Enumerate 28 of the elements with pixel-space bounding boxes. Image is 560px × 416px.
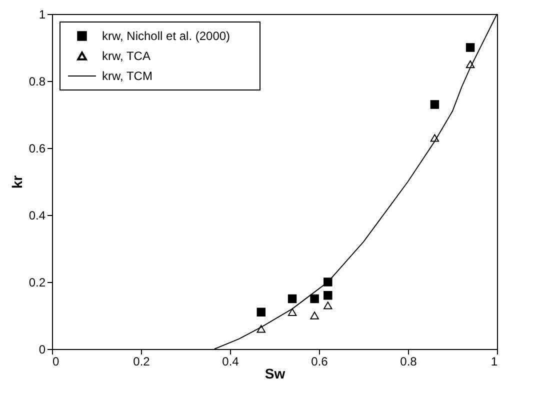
point — [324, 291, 332, 300]
y-tick-label: 1 — [38, 8, 46, 22]
x-tick-label: 0 — [52, 354, 60, 368]
point — [324, 302, 332, 310]
point — [288, 294, 297, 304]
point — [430, 100, 440, 109]
point — [256, 308, 266, 317]
x-tick-label: 0.2 — [133, 354, 150, 368]
x-axis-title: Sw — [264, 366, 286, 382]
y-tick-label: 0.6 — [28, 142, 46, 156]
x-tick-label: 0.8 — [400, 354, 418, 368]
y-tick-label: 0 — [38, 342, 46, 356]
y-tick-label: 0.8 — [28, 74, 46, 88]
legend-label: krw, TCM — [102, 69, 152, 83]
point — [310, 312, 319, 320]
x-tick-label: 0.6 — [311, 354, 328, 368]
x-tick-label: 1 — [490, 354, 498, 368]
point — [324, 278, 332, 286]
legend-label: krw, TCA — [102, 49, 150, 63]
point — [256, 325, 266, 333]
y-tick-label: 0.2 — [28, 276, 46, 290]
point — [310, 294, 319, 304]
y-axis-title: kr — [8, 174, 25, 189]
point — [466, 43, 475, 52]
y-tick-label: 0.4 — [28, 208, 46, 222]
legend-label: krw, Nicholl et al. (2000) — [102, 29, 230, 43]
x-tick-label: 0.4 — [222, 354, 240, 368]
point — [288, 308, 297, 316]
